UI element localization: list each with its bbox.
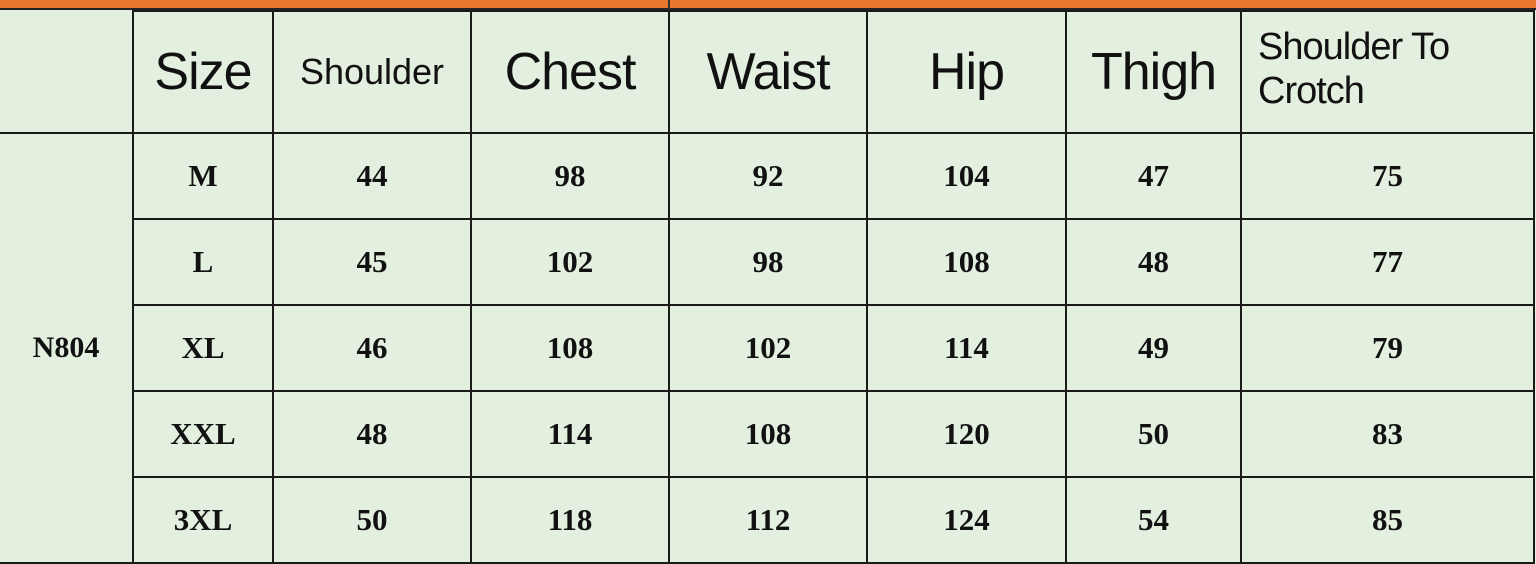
measurement-cell: 50 [272, 476, 472, 564]
column-header-size: Size [132, 10, 274, 134]
measurement-cell: 102 [668, 304, 868, 392]
measurement-cell: 104 [866, 132, 1067, 220]
size-cell: XL [133, 304, 274, 392]
table-row: N804 M 44 98 92 104 47 75 [0, 132, 1535, 564]
header-row: Size Shoulder Chest Waist Hip Thigh Shou… [0, 10, 1535, 134]
size-cell: 3XL [133, 476, 274, 564]
column-header-chest: Chest [470, 10, 670, 134]
measurement-cell: 77 [1240, 218, 1535, 306]
measurement-cell: 114 [866, 304, 1067, 392]
measurement-cell: 46 [272, 304, 472, 392]
measurement-cell: 118 [470, 476, 670, 564]
column-header-shoulder: Shoulder [272, 10, 472, 134]
measurement-cell: 50 [1065, 390, 1242, 478]
measurement-cell: 45 [272, 218, 472, 306]
measurement-cell: 108 [470, 304, 670, 392]
table-row: XXL 48 114 108 120 50 83 [0, 390, 1535, 478]
measurement-cell: 75 [1240, 132, 1535, 220]
measurement-cell: 92 [668, 132, 868, 220]
accent-bar-divider [668, 0, 670, 10]
measurement-cell: 108 [866, 218, 1067, 306]
size-cell: M [132, 132, 274, 220]
measurement-cell: 124 [866, 476, 1067, 564]
header-accent-bar [0, 0, 1536, 10]
measurement-cell: 83 [1240, 390, 1535, 478]
measurement-cell: 47 [1065, 132, 1242, 220]
corner-cell [0, 11, 134, 134]
measurement-cell: 54 [1065, 476, 1242, 564]
size-cell: L [133, 218, 274, 306]
column-header-thigh: Thigh [1065, 10, 1242, 134]
size-chart-table: Size Shoulder Chest Waist Hip Thigh Shou… [0, 10, 1535, 564]
measurement-cell: 98 [668, 218, 868, 306]
model-cell: N804 [0, 132, 134, 564]
measurement-cell: 79 [1240, 304, 1535, 392]
measurement-cell: 85 [1240, 476, 1535, 564]
measurement-cell: 98 [470, 132, 670, 220]
table-row: 3XL 50 118 112 124 54 85 [0, 476, 1535, 564]
measurement-cell: 102 [470, 218, 670, 306]
measurement-cell: 114 [470, 390, 670, 478]
size-cell: XXL [133, 390, 274, 478]
measurement-cell: 48 [1065, 218, 1242, 306]
measurement-cell: 44 [272, 132, 472, 220]
table-row: XL 46 108 102 114 49 79 [0, 304, 1535, 392]
measurement-cell: 49 [1065, 304, 1242, 392]
measurement-cell: 112 [668, 476, 868, 564]
measurement-cell: 108 [668, 390, 868, 478]
column-header-waist: Waist [668, 10, 868, 134]
measurement-cell: 120 [866, 390, 1067, 478]
table-row: L 45 102 98 108 48 77 [0, 218, 1535, 306]
measurement-cell: 48 [272, 390, 472, 478]
column-header-hip: Hip [866, 10, 1067, 134]
column-header-shoulder-to-crotch: Shoulder To Crotch [1240, 10, 1535, 134]
